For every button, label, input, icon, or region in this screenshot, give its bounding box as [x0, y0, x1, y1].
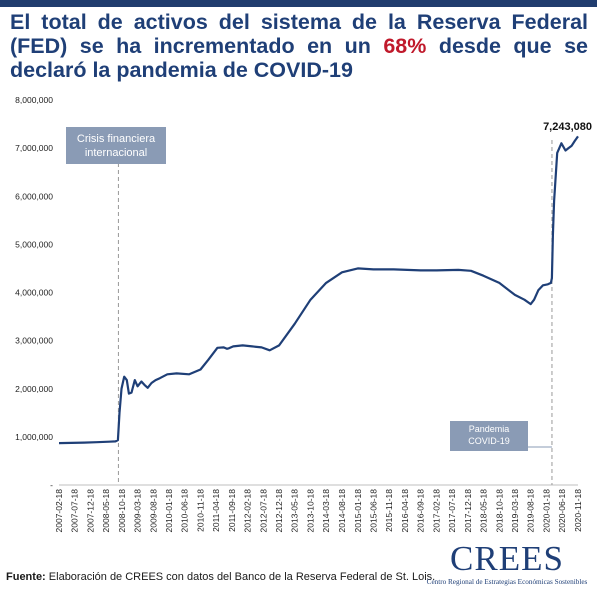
x-tick-label: 2010-06-18 — [180, 489, 190, 533]
x-tick-label: 2010-11-18 — [195, 489, 205, 532]
x-tick-label: 2020-06-18 — [557, 489, 567, 533]
x-tick-label: 2011-04-18 — [211, 489, 221, 532]
crisis-annotation-label: internacional — [85, 147, 147, 159]
x-tick-label: 2020-01-18 — [541, 489, 551, 533]
x-tick-label: 2015-11-18 — [384, 489, 394, 532]
peak-value-label: 7,243,080 — [543, 121, 592, 133]
source-footer: Fuente: Elaboración de CREES con datos d… — [6, 571, 435, 583]
y-tick-label: 7,000,000 — [15, 143, 53, 153]
x-tick-label: 2019-03-18 — [510, 489, 520, 533]
top-accent-bar — [0, 0, 597, 7]
chart-title: El total de activos del sistema de la Re… — [10, 10, 588, 82]
x-tick-label: 2007-07-18 — [70, 489, 80, 533]
crees-logo: CREES Centro Regional de Estrategias Eco… — [422, 540, 592, 592]
y-tick-label: - — [50, 480, 53, 490]
x-tick-label: 2014-03-18 — [321, 489, 331, 533]
y-tick-label: 2,000,000 — [15, 384, 53, 394]
x-tick-label: 2016-04-18 — [400, 489, 410, 533]
y-tick-label: 4,000,000 — [15, 288, 53, 298]
pandemic-annotation-box — [450, 421, 528, 451]
y-tick-label: 8,000,000 — [15, 95, 53, 105]
x-tick-label: 2007-02-18 — [54, 489, 64, 533]
x-tick-label: 2009-03-18 — [132, 489, 142, 533]
line-chart: - 1,000,000 2,000,000 3,000,000 4,000,000 5,0… — [15, 95, 592, 533]
x-tick-label: 2017-02-18 — [432, 489, 442, 533]
y-axis: - 1,000,000 2,000,000 3,000,000 4,000,000 5,0… — [15, 95, 53, 490]
x-axis: 2007-02-18 2007-07-18 2007-12-18 2008-05-18… — [54, 484, 583, 533]
x-tick-label: 2007-12-18 — [85, 489, 95, 533]
x-tick-label: 2012-12-18 — [274, 489, 284, 533]
x-tick-label: 2018-05-18 — [478, 489, 488, 533]
x-tick-label: 2010-01-18 — [164, 489, 174, 533]
x-tick-label: 2009-08-18 — [148, 489, 158, 533]
logo-subtitle: Centro Regional de Estrategias Económica… — [426, 578, 588, 586]
x-tick-label: 2008-10-18 — [117, 489, 127, 533]
x-tick-label: 2011-09-18 — [227, 489, 237, 532]
crisis-annotation-label: Crisis financiera — [77, 133, 156, 145]
crisis-annotation-box — [66, 127, 166, 164]
y-tick-label: 1,000,000 — [15, 432, 53, 442]
x-tick-label: 2008-05-18 — [101, 489, 111, 533]
x-tick-label: 2013-10-18 — [306, 489, 316, 533]
y-tick-label: 6,000,000 — [15, 191, 53, 201]
y-tick-label: 3,000,000 — [15, 336, 53, 346]
title-text-end: desde que se declaró la pandemia de COVI… — [10, 34, 589, 82]
x-tick-label: 2015-01-18 — [353, 489, 363, 533]
series-layer — [58, 135, 579, 445]
x-tick-label: 2012-07-18 — [258, 489, 268, 533]
x-tick-label: 2016-09-18 — [416, 489, 426, 533]
total-assets-line — [58, 135, 579, 445]
x-tick-label: 2017-12-18 — [463, 489, 473, 533]
x-tick-label: 2015-06-18 — [368, 489, 378, 533]
pandemic-annotation-label: Pandemia — [469, 424, 510, 434]
y-tick-label: 5,000,000 — [15, 239, 53, 249]
x-tick-label: 2019-08-18 — [526, 489, 536, 533]
source-label: Fuente: — [6, 571, 46, 583]
x-tick-label: 2013-05-18 — [290, 489, 300, 533]
annotations: Crisis financiera internacional Pandemia CO… — [66, 121, 592, 485]
pandemic-annotation-label: COVID-19 — [468, 436, 510, 446]
x-tick-label: 2012-02-18 — [243, 489, 253, 533]
x-tick-label: 2018-10-18 — [494, 489, 504, 533]
title-text-start: El total de activos del sistema de la Re… — [10, 10, 588, 58]
x-tick-label: 2014-08-18 — [337, 489, 347, 533]
source-text: Elaboración de CREES con datos del Banco… — [45, 571, 436, 583]
x-tick-label: 2017-07-18 — [447, 489, 457, 533]
x-tick-label: 2020-11-18 — [573, 489, 583, 532]
logo-wordmark: CREES — [450, 539, 564, 578]
title-highlight-percentage: 68% — [383, 34, 427, 58]
